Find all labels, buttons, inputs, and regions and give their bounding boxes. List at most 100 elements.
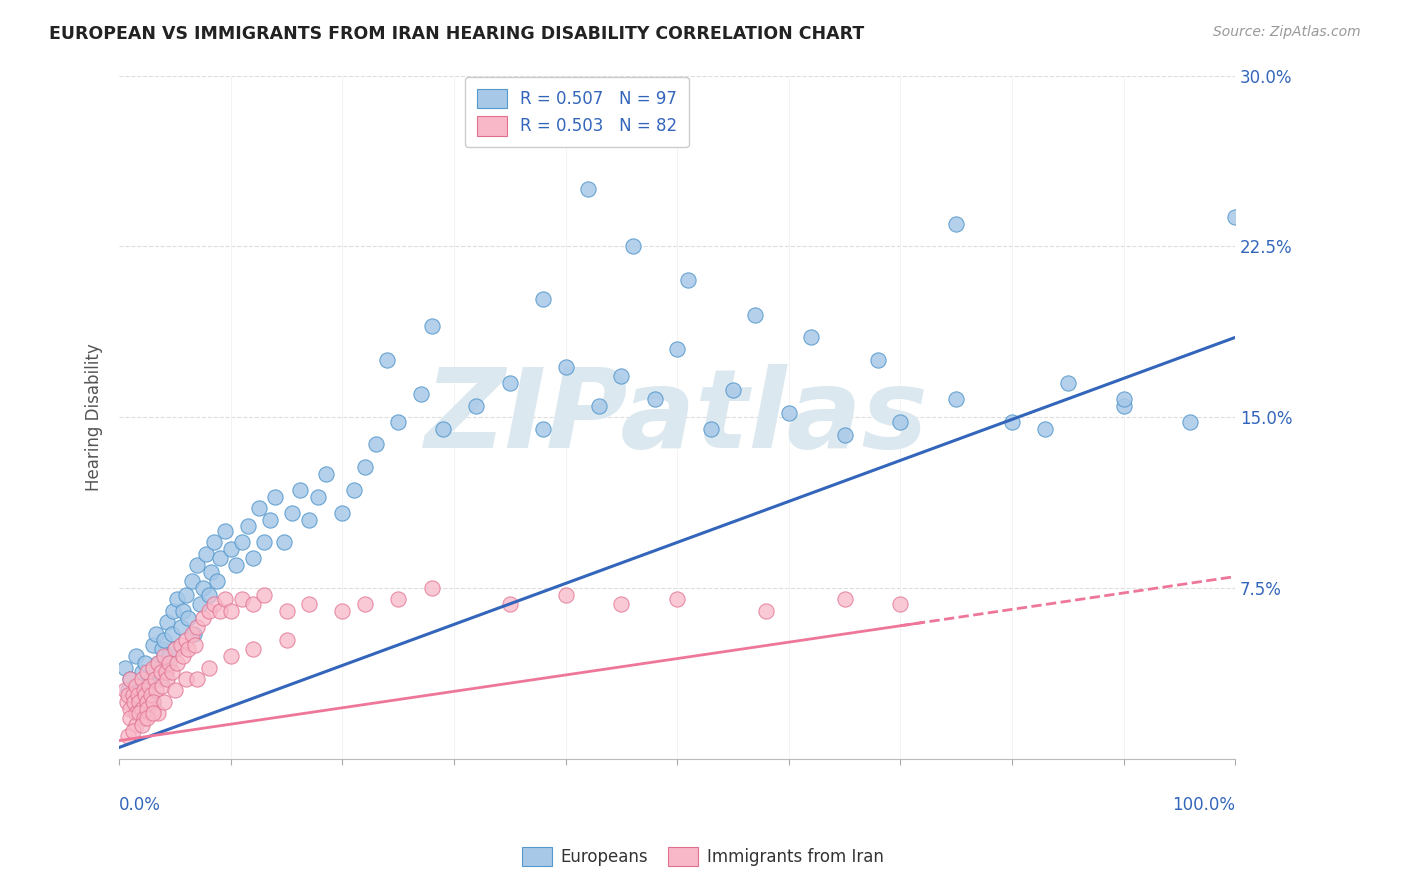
Point bbox=[172, 649, 194, 664]
Point bbox=[160, 665, 183, 680]
Point bbox=[120, 672, 142, 686]
Point bbox=[165, 642, 187, 657]
Point bbox=[219, 604, 242, 618]
Point bbox=[208, 551, 231, 566]
Point bbox=[153, 665, 176, 680]
Point bbox=[208, 604, 231, 618]
Legend: Europeans, Immigrants from Iran: Europeans, Immigrants from Iran bbox=[516, 840, 890, 873]
Point bbox=[200, 565, 222, 579]
Point bbox=[125, 717, 148, 731]
Point bbox=[1112, 392, 1135, 406]
Point bbox=[197, 661, 219, 675]
Point bbox=[225, 558, 247, 573]
Point bbox=[242, 642, 264, 657]
Text: 100.0%: 100.0% bbox=[1173, 797, 1234, 814]
Point bbox=[134, 688, 156, 702]
Point bbox=[420, 581, 443, 595]
Point bbox=[148, 656, 170, 670]
Point bbox=[120, 701, 142, 715]
Point bbox=[678, 273, 700, 287]
Point bbox=[531, 421, 554, 435]
Point bbox=[177, 610, 200, 624]
Point bbox=[142, 661, 165, 675]
Point bbox=[134, 656, 156, 670]
Point bbox=[288, 483, 311, 497]
Point bbox=[149, 665, 172, 680]
Point bbox=[298, 597, 321, 611]
Point bbox=[945, 217, 967, 231]
Point bbox=[142, 638, 165, 652]
Point bbox=[273, 535, 295, 549]
Point bbox=[132, 688, 155, 702]
Point bbox=[264, 490, 287, 504]
Point bbox=[375, 353, 398, 368]
Point bbox=[298, 513, 321, 527]
Point bbox=[132, 711, 155, 725]
Point bbox=[114, 683, 136, 698]
Point bbox=[191, 581, 214, 595]
Point bbox=[610, 369, 633, 384]
Point bbox=[387, 592, 409, 607]
Point bbox=[610, 597, 633, 611]
Point bbox=[253, 535, 276, 549]
Point bbox=[332, 604, 354, 618]
Point bbox=[132, 683, 155, 698]
Point bbox=[150, 679, 173, 693]
Point bbox=[174, 588, 197, 602]
Point bbox=[149, 672, 172, 686]
Text: Source: ZipAtlas.com: Source: ZipAtlas.com bbox=[1213, 25, 1361, 39]
Point bbox=[276, 633, 298, 648]
Point bbox=[219, 542, 242, 557]
Point bbox=[554, 588, 576, 602]
Point bbox=[644, 392, 666, 406]
Point bbox=[145, 683, 167, 698]
Point bbox=[588, 399, 610, 413]
Point bbox=[621, 239, 644, 253]
Point bbox=[177, 642, 200, 657]
Point bbox=[128, 679, 150, 693]
Point bbox=[387, 415, 409, 429]
Point bbox=[1180, 415, 1202, 429]
Point bbox=[150, 642, 173, 657]
Point bbox=[202, 535, 225, 549]
Point bbox=[136, 701, 159, 715]
Point bbox=[174, 672, 197, 686]
Point bbox=[121, 688, 143, 702]
Point bbox=[153, 695, 176, 709]
Point bbox=[307, 490, 329, 504]
Point bbox=[202, 597, 225, 611]
Point bbox=[148, 706, 170, 721]
Point bbox=[128, 695, 150, 709]
Point bbox=[169, 638, 191, 652]
Point bbox=[136, 711, 159, 725]
Point bbox=[188, 597, 211, 611]
Point bbox=[666, 342, 689, 356]
Point bbox=[183, 626, 205, 640]
Point bbox=[247, 501, 270, 516]
Point bbox=[136, 695, 159, 709]
Point bbox=[364, 437, 387, 451]
Point bbox=[122, 695, 145, 709]
Point bbox=[195, 547, 218, 561]
Point bbox=[131, 701, 153, 715]
Point bbox=[143, 672, 166, 686]
Point bbox=[420, 319, 443, 334]
Point bbox=[166, 592, 188, 607]
Point bbox=[353, 597, 375, 611]
Point bbox=[142, 695, 165, 709]
Point bbox=[114, 661, 136, 675]
Point bbox=[231, 535, 253, 549]
Point bbox=[499, 376, 522, 390]
Point bbox=[353, 460, 375, 475]
Point bbox=[128, 706, 150, 721]
Point bbox=[214, 524, 236, 538]
Point bbox=[253, 588, 276, 602]
Point bbox=[1056, 376, 1078, 390]
Point bbox=[117, 688, 139, 702]
Point bbox=[242, 597, 264, 611]
Point bbox=[155, 665, 177, 680]
Point bbox=[125, 706, 148, 721]
Point bbox=[180, 626, 202, 640]
Point bbox=[186, 620, 208, 634]
Point bbox=[139, 672, 162, 686]
